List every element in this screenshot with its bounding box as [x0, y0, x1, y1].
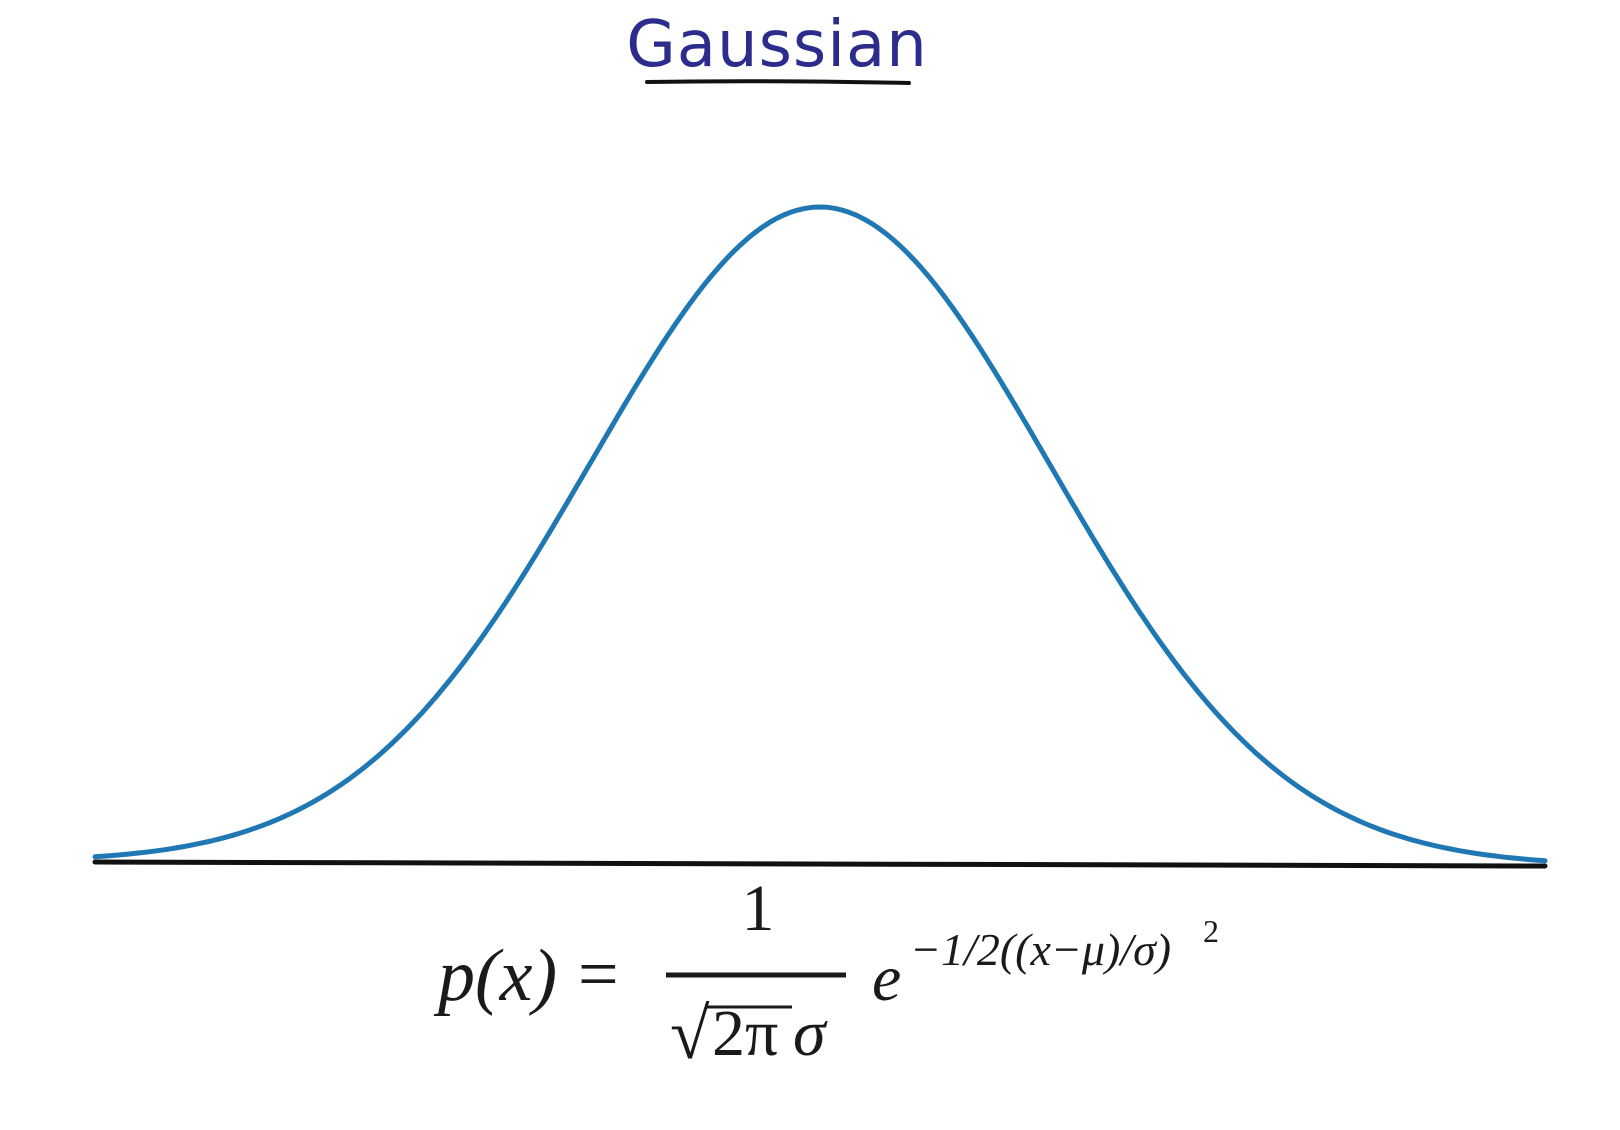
formula-denominator-sigma: σ [793, 997, 828, 1070]
gaussian-formula: p(x) = 1 √ 2π σ e −1/2((x−μ)/σ) 2 [433, 872, 1219, 1074]
formula-exponent-power: 2 [1203, 913, 1219, 949]
formula-equals: = [578, 934, 619, 1014]
formula-exponent: −1/2((x−μ)/σ) [910, 924, 1171, 975]
gaussian-curve [92, 204, 1548, 864]
x-axis-line [92, 859, 1548, 869]
diagram-title: Gaussian [626, 8, 928, 85]
formula-numerator: 1 [742, 872, 775, 945]
formula-base-e: e [872, 942, 901, 1015]
formula-lhs: p(x) [433, 935, 557, 1017]
title-underline [645, 79, 911, 85]
title-text: Gaussian [626, 8, 928, 82]
formula-denominator-radicand: 2π [712, 997, 778, 1070]
sqrt-symbol: √ [670, 994, 710, 1074]
